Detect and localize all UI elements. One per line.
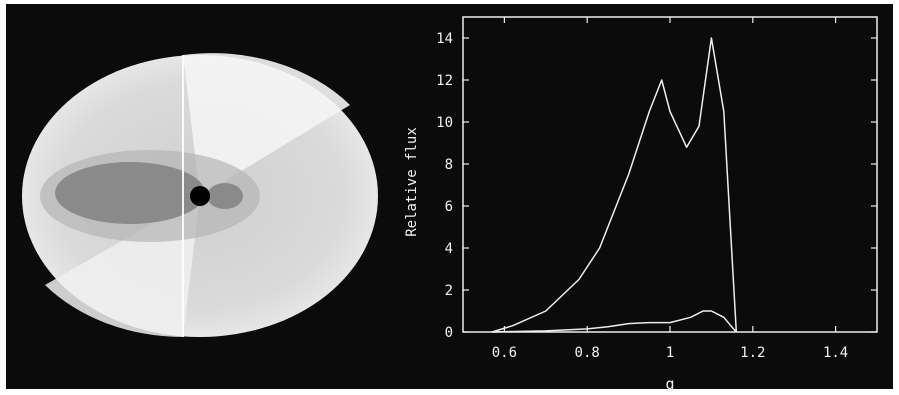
y-tick-label: 4	[445, 241, 453, 257]
disk-dark-lobe-left	[55, 162, 205, 224]
disk-dark-lobe-right	[207, 183, 243, 209]
x-tick-label: 1.2	[740, 345, 765, 361]
y-tick-label: 2	[445, 283, 453, 299]
y-tick-label: 12	[436, 73, 453, 89]
disk-center-spot	[190, 186, 210, 206]
x-tick-label: 1	[666, 345, 674, 361]
x-tick-label: 0.8	[575, 345, 600, 361]
series-line-2	[491, 310, 737, 333]
y-tick-label: 10	[436, 115, 453, 131]
x-tick-label: 1.4	[823, 345, 848, 361]
x-tick-label: 0.6	[492, 345, 517, 361]
y-tick-label: 14	[436, 31, 453, 47]
plot-frame	[462, 16, 878, 333]
disk-light-wedge-upper-right	[183, 53, 350, 196]
x-axis-label: g	[665, 375, 674, 393]
y-tick-label: 6	[445, 199, 453, 215]
chart-ticks: 0.6 0.8 1 1.2 1.4 0 2 4 6 8 10 12 14	[436, 17, 877, 361]
series-line-1	[491, 37, 737, 333]
chart-axes	[462, 16, 878, 333]
y-tick-label: 8	[445, 157, 453, 173]
y-axis-label: Relative flux	[404, 127, 420, 237]
chart-series	[491, 37, 737, 333]
y-tick-label: 0	[445, 325, 453, 341]
